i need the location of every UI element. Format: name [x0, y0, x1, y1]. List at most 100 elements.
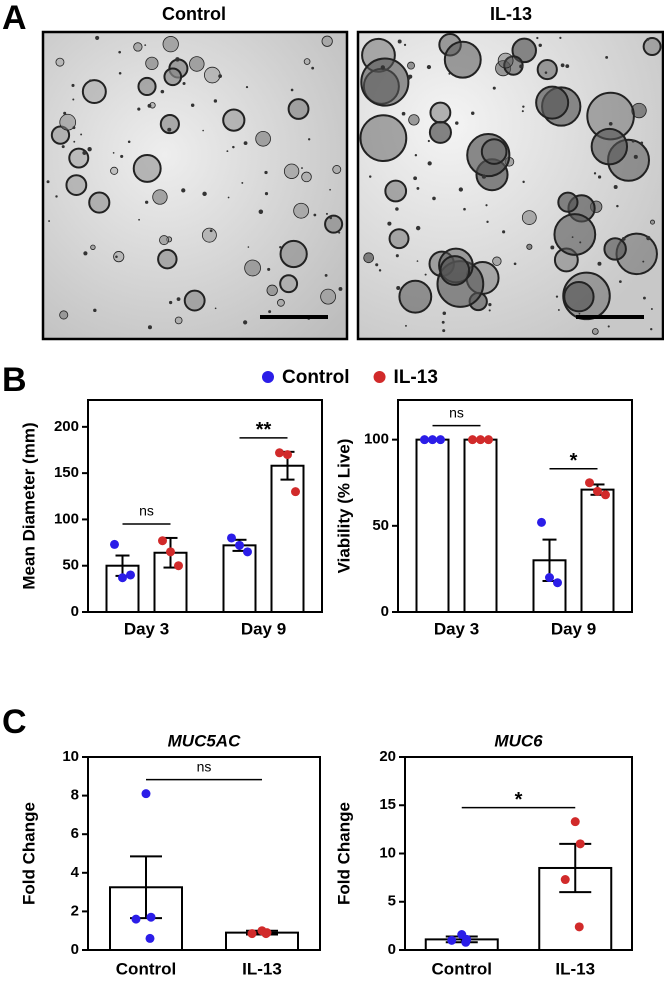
debris [559, 36, 562, 39]
scale-bar [260, 315, 328, 319]
organoid [279, 239, 308, 269]
organoid [301, 171, 312, 183]
debris [618, 280, 622, 283]
data-point [146, 912, 156, 922]
debris [401, 111, 406, 116]
debris [441, 320, 445, 324]
debris [241, 181, 244, 184]
debris [578, 312, 581, 315]
debris [73, 140, 76, 143]
organoid [591, 328, 599, 335]
y-tick-label: 0 [71, 941, 79, 958]
debris [486, 220, 489, 224]
organoid [398, 279, 433, 314]
y-tick-label: 0 [388, 941, 396, 958]
debris [329, 216, 333, 220]
organoid [360, 57, 410, 107]
debris [232, 145, 235, 149]
organoid [363, 252, 374, 264]
debris [396, 285, 401, 291]
debris [290, 88, 294, 92]
x-tick-label: Day 9 [241, 619, 286, 638]
debris [608, 121, 613, 126]
debris [202, 191, 207, 197]
organoid [244, 259, 261, 277]
organoid [189, 56, 205, 72]
bar [270, 464, 305, 613]
debris [631, 139, 635, 143]
bar [580, 488, 615, 613]
data-point [235, 540, 244, 550]
organoid [332, 165, 342, 174]
debris [571, 236, 574, 239]
debris [181, 188, 186, 193]
debris [463, 207, 466, 211]
organoid [133, 42, 143, 52]
debris [245, 85, 249, 89]
organoid [81, 79, 107, 105]
organoid [303, 58, 311, 65]
data-point [585, 478, 594, 488]
y-tick-label: 0 [71, 603, 79, 620]
debris [72, 98, 75, 101]
micrograph [41, 30, 349, 341]
debris [160, 89, 165, 94]
data-point [227, 533, 236, 543]
debris [202, 129, 204, 132]
debris [268, 310, 272, 314]
organoid [152, 189, 168, 205]
organoid [90, 244, 96, 250]
debris [243, 320, 248, 325]
debris [72, 126, 76, 130]
debris [565, 64, 570, 69]
data-point [126, 570, 135, 580]
debris [597, 261, 602, 266]
data-point [118, 573, 127, 583]
significance-label: * [570, 450, 578, 472]
debris [397, 39, 402, 44]
organoid [279, 274, 299, 294]
debris [83, 251, 88, 256]
organoid [222, 108, 246, 132]
organoid [603, 237, 627, 261]
debris [118, 71, 122, 75]
debris [426, 64, 432, 70]
debris [579, 241, 582, 244]
debris [492, 86, 496, 90]
debris [375, 263, 379, 267]
data-point [420, 435, 429, 445]
debris [448, 72, 451, 75]
organoid [110, 166, 119, 175]
chart-title: MUC5AC [168, 731, 241, 750]
debris [407, 77, 411, 80]
data-point [545, 573, 554, 583]
debris [190, 103, 195, 108]
debris [593, 172, 597, 175]
organoid [157, 248, 178, 270]
debris [227, 196, 230, 199]
x-tick-label: IL-13 [555, 959, 595, 978]
organoid [480, 138, 508, 165]
x-tick-label: Control [116, 959, 176, 978]
x-tick-label: IL-13 [242, 959, 282, 978]
organoid [443, 40, 482, 79]
organoid [88, 191, 111, 214]
debris [621, 237, 626, 241]
organoid [201, 227, 217, 243]
debris [458, 187, 464, 192]
organoid [59, 113, 77, 131]
debris [485, 204, 488, 207]
significance-label: ns [139, 503, 154, 519]
debris [519, 64, 524, 69]
debris [502, 230, 506, 234]
debris [522, 105, 525, 108]
data-point [575, 839, 585, 849]
debris [88, 79, 92, 82]
debris [395, 207, 399, 211]
debris [550, 245, 555, 250]
organoid [162, 36, 179, 53]
debris [455, 121, 459, 125]
debris [138, 218, 140, 221]
debris [46, 180, 50, 184]
organoid [428, 120, 452, 144]
